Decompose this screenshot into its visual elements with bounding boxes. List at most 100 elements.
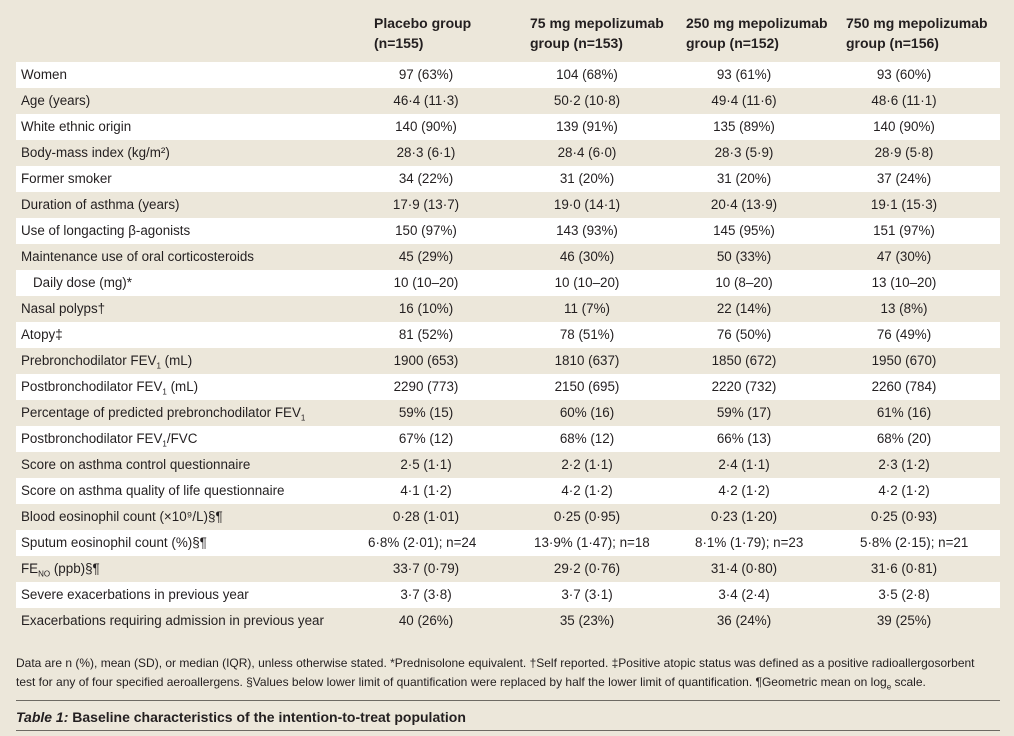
cell-value: 0·25 (0·93) (870, 509, 938, 524)
cell-value: 45 (29%) (398, 249, 454, 264)
table-row: Nasal polyps† 16 (10%) 11 (7%) 22 (14%) 13 (… (16, 296, 1000, 322)
cell-value: 35 (23%) (559, 613, 615, 628)
cell-value: 28·9 (5·8) (874, 145, 934, 160)
cell-value: 61% (16) (876, 405, 932, 420)
cell-value: 31·6 (0·81) (870, 561, 938, 576)
footnote-line-2: test for any of four specified aeroaller… (16, 675, 926, 692)
cell-value: 34 (22%) (398, 171, 454, 186)
cell-value: 135 (89%) (713, 119, 775, 134)
table-row: Postbronchodilator FEV1 (mL) 2290 (773) 21… (16, 374, 1000, 400)
row-label: Score on asthma quality of life question… (21, 483, 285, 498)
cell-value: 1950 (670) (871, 353, 937, 368)
cell-value: 140 (90%) (873, 119, 935, 134)
table-header: Placebo group (n=155) 75 mg mepolizumab … (0, 0, 1014, 62)
cell-value: 145 (95%) (713, 223, 775, 238)
cell-value: 2260 (784) (871, 379, 937, 394)
cell-value: 3·4 (2·4) (718, 587, 770, 602)
row-label: Daily dose (mg)* (33, 275, 132, 290)
row-label: Severe exacerbations in previous year (21, 587, 249, 602)
cell-value: 49·4 (11·6) (711, 93, 777, 108)
row-label: Score on asthma control questionnaire (21, 457, 251, 472)
row-label: Women (21, 67, 67, 82)
table-row: Age (years) 46·4 (11·3) 50·2 (10·8) 49·4 (1… (16, 88, 1000, 114)
cell-value: 39 (25%) (876, 613, 932, 628)
cell-value: 28·3 (5·9) (714, 145, 774, 160)
cell-value: 1900 (653) (393, 353, 459, 368)
cell-value: 16 (10%) (398, 301, 454, 316)
cell-value: 13·9% (1·47); n=18 (534, 535, 650, 550)
cell-value: 4·2 (1·2) (718, 483, 770, 498)
cell-value: 68% (12) (559, 431, 615, 446)
cell-value: 8·1% (1·79); n=23 (695, 535, 804, 550)
cell-value: 17·9 (13·7) (392, 197, 460, 212)
cell-value: 59% (17) (716, 405, 772, 420)
cell-value: 2·3 (1·2) (878, 457, 930, 472)
cell-value: 19·0 (14·1) (553, 197, 621, 212)
cell-value: 4·2 (1·2) (878, 483, 930, 498)
table-row: Postbronchodilator FEV1/FVC 67% (12) 68% (… (16, 426, 1000, 452)
table-row: Use of longacting β-agonists 150 (97%) 143… (16, 218, 1000, 244)
cell-value: 28·3 (6·1) (396, 145, 456, 160)
cell-value: 143 (93%) (556, 223, 618, 238)
cell-value: 28·4 (6·0) (557, 145, 617, 160)
cell-value: 0·25 (0·95) (553, 509, 621, 524)
cell-value: 97 (63%) (398, 67, 454, 82)
table-row: Exacerbations requiring admission in pre… (16, 608, 1000, 634)
table-footnote: Data are n (%), mean (SD), or median (IQ… (16, 654, 1000, 692)
cell-value: 2150 (695) (554, 379, 620, 394)
cell-value: 13 (10–20) (871, 275, 937, 290)
cell-value: 150 (97%) (395, 223, 457, 238)
cell-value: 2·4 (1·1) (718, 457, 770, 472)
cell-value: 19·1 (15·3) (870, 197, 938, 212)
cell-value: 31 (20%) (559, 171, 615, 186)
cell-value: 0·28 (1·01) (392, 509, 460, 524)
table-caption: Table 1: Baseline characteristics of the… (16, 709, 466, 725)
table-row: White ethnic origin 140 (90%) 139 (91%) 135… (16, 114, 1000, 140)
table-body: Women 97 (63%) 104 (68%) 93 (61%) 93 (60%) Ag… (16, 62, 1000, 634)
cell-value: 66% (13) (716, 431, 772, 446)
cell-value: 31·4 (0·80) (710, 561, 778, 576)
cell-value: 40 (26%) (398, 613, 454, 628)
cell-value: 50·2 (10·8) (553, 93, 621, 108)
cell-value: 68% (20) (876, 431, 932, 446)
cell-value: 81 (52%) (398, 327, 454, 342)
cell-value: 33·7 (0·79) (392, 561, 460, 576)
cell-value: 13 (8%) (880, 301, 928, 316)
cell-value: 11 (7%) (564, 301, 610, 316)
row-label: Postbronchodilator FEV1/FVC (21, 431, 198, 449)
cell-value: 93 (60%) (876, 67, 932, 82)
cell-value: 76 (50%) (716, 327, 772, 342)
cell-value: 2·2 (1·1) (561, 457, 613, 472)
table-row: Former smoker 34 (22%) 31 (20%) 31 (20%) 37 … (16, 166, 1000, 192)
row-label: FENO (ppb)§¶ (21, 561, 100, 579)
header-75mg: 75 mg mepolizumab group (n=153) (530, 15, 664, 51)
cell-value: 48·6 (11·1) (871, 93, 937, 108)
row-label: Percentage of predicted prebronchodilato… (21, 405, 306, 423)
cell-value: 46 (30%) (559, 249, 615, 264)
cell-value: 78 (51%) (559, 327, 615, 342)
footnote-line-1: Data are n (%), mean (SD), or median (IQ… (16, 656, 975, 670)
table-row: Maintenance use of oral corticosteroids 4… (16, 244, 1000, 270)
cell-value: 76 (49%) (876, 327, 932, 342)
table-row: Prebronchodilator FEV1 (mL) 1900 (653) 181… (16, 348, 1000, 374)
row-label: Postbronchodilator FEV1 (mL) (21, 379, 199, 397)
cell-value: 104 (68%) (556, 67, 618, 82)
cell-value: 2·5 (1·1) (400, 457, 452, 472)
cell-value: 151 (97%) (873, 223, 935, 238)
cell-value: 4·2 (1·2) (561, 483, 613, 498)
cell-value: 50 (33%) (716, 249, 772, 264)
cell-value: 31 (20%) (716, 171, 772, 186)
cell-value: 6·8% (2·01); n=24 (368, 535, 477, 550)
caption-rule-bottom (16, 730, 1000, 731)
cell-value: 20·4 (13·9) (710, 197, 778, 212)
table-row: Blood eosinophil count (×10⁹/L)§¶ 0·28 (1… (16, 504, 1000, 530)
row-label: Maintenance use of oral corticosteroids (21, 249, 254, 264)
cell-value: 3·7 (3·1) (561, 587, 613, 602)
table-row: Score on asthma quality of life question… (16, 478, 1000, 504)
row-label: Body-mass index (kg/m²) (21, 145, 170, 160)
table-row: Severe exacerbations in previous year 3·7… (16, 582, 1000, 608)
table-row: Sputum eosinophil count (%)§¶ 6·8% (2·01)… (16, 530, 1000, 556)
table-row: Women 97 (63%) 104 (68%) 93 (61%) 93 (60%) (16, 62, 1000, 88)
table-row: Daily dose (mg)* 10 (10–20) 10 (10–20) 10 (… (16, 270, 1000, 296)
